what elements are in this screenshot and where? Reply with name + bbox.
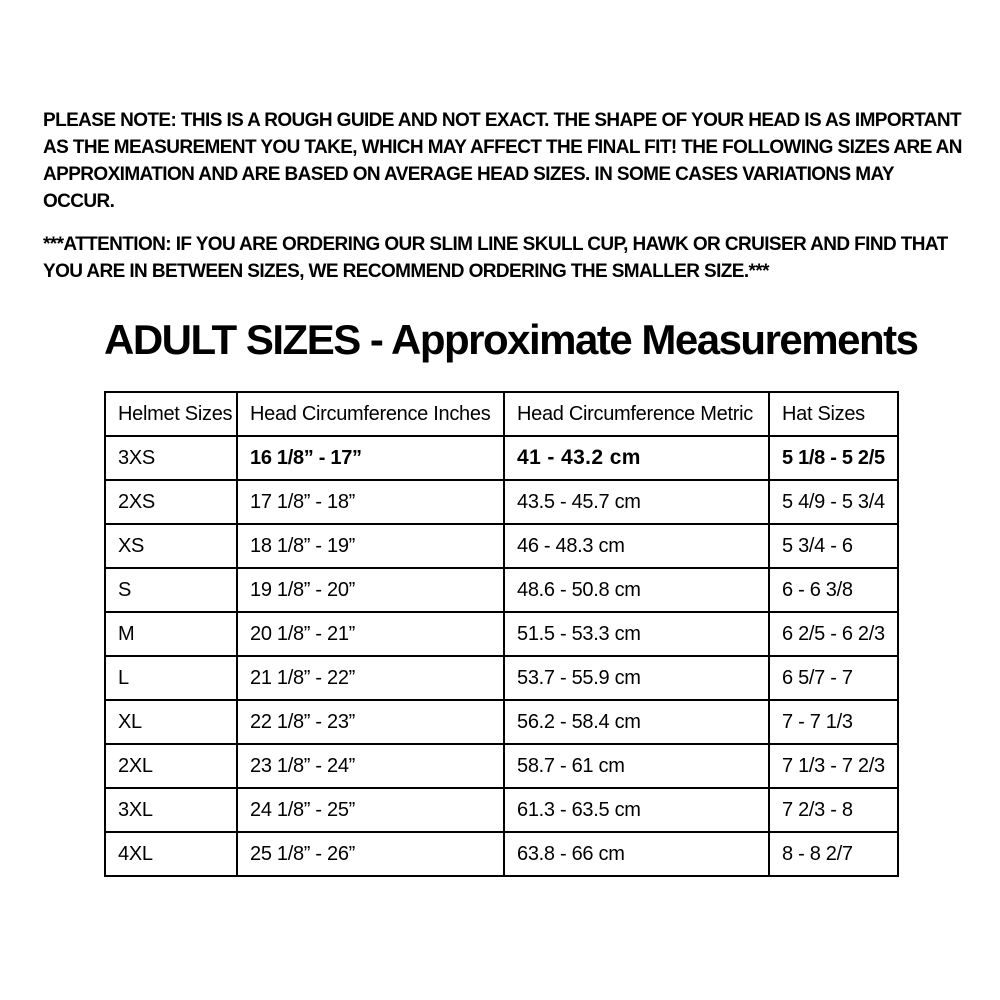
note-paragraph-attention: ***ATTENTION: IF YOU ARE ORDERING OUR SL… <box>43 234 948 282</box>
table-row: S 19 1/8” - 20” 48.6 - 50.8 cm 6 - 6 3/8 <box>104 567 899 613</box>
cell-metric: 41 - 43.2 cm <box>503 435 770 481</box>
table-header-row: Helmet Sizes Head Circumference Inches H… <box>104 391 899 437</box>
cell-size: L <box>104 655 238 701</box>
cell-inches: 21 1/8” - 22” <box>236 655 505 701</box>
table-row: XL 22 1/8” - 23” 56.2 - 58.4 cm 7 - 7 1/3 <box>104 699 899 745</box>
header-cell-circumference-inches: Head Circumference Inches <box>236 391 505 437</box>
table-row: XS 18 1/8” - 19” 46 - 48.3 cm 5 3/4 - 6 <box>104 523 899 569</box>
header-cell-circumference-metric: Head Circumference Metric <box>503 391 770 437</box>
cell-size: S <box>104 567 238 613</box>
cell-size: XS <box>104 523 238 569</box>
table-row: 2XS 17 1/8” - 18” 43.5 - 45.7 cm 5 4/9 - 5 … <box>104 479 899 525</box>
cell-inches: 17 1/8” - 18” <box>236 479 505 525</box>
cell-size: 3XL <box>104 787 238 833</box>
cell-inches: 22 1/8” - 23” <box>236 699 505 745</box>
cell-size: M <box>104 611 238 657</box>
table-row: 4XL 25 1/8” - 26” 63.8 - 66 cm 8 - 8 2/7 <box>104 831 899 877</box>
cell-hat: 7 2/3 - 8 <box>768 787 899 833</box>
cell-size: 3XS <box>104 435 238 481</box>
cell-metric: 43.5 - 45.7 cm <box>503 479 770 525</box>
note-paragraph-please-note: PLEASE NOTE: THIS IS A ROUGH GUIDE AND N… <box>43 110 963 212</box>
page-title: ADULT SIZES - Approximate Measurements <box>104 316 919 363</box>
table-row: 3XS 16 1/8” - 17” 41 - 43.2 cm 5 1/8 - 5 2/… <box>104 435 899 481</box>
cell-hat: 5 1/8 - 5 2/5 <box>768 435 899 481</box>
table-row: L 21 1/8” - 22” 53.7 - 55.9 cm 6 5/7 - 7 <box>104 655 899 701</box>
cell-inches: 25 1/8” - 26” <box>236 831 505 877</box>
cell-hat: 5 3/4 - 6 <box>768 523 899 569</box>
cell-metric: 56.2 - 58.4 cm <box>503 699 770 745</box>
cell-hat: 7 - 7 1/3 <box>768 699 899 745</box>
table-row: 2XL 23 1/8” - 24” 58.7 - 61 cm 7 1/3 - 7 2/… <box>104 743 899 789</box>
notes-section: PLEASE NOTE: THIS IS A ROUGH GUIDE AND N… <box>43 107 963 301</box>
cell-metric: 53.7 - 55.9 cm <box>503 655 770 701</box>
adult-sizes-table: Helmet Sizes Head Circumference Inches H… <box>104 391 899 877</box>
cell-size: XL <box>104 699 238 745</box>
cell-size: 4XL <box>104 831 238 877</box>
header-cell-hat-sizes: Hat Sizes <box>768 391 899 437</box>
header-cell-helmet-sizes: Helmet Sizes <box>104 391 238 437</box>
cell-hat: 6 2/5 - 6 2/3 <box>768 611 899 657</box>
cell-hat: 5 4/9 - 5 3/4 <box>768 479 899 525</box>
cell-inches: 16 1/8” - 17” <box>236 435 505 481</box>
cell-size: 2XL <box>104 743 238 789</box>
cell-inches: 19 1/8” - 20” <box>236 567 505 613</box>
cell-metric: 48.6 - 50.8 cm <box>503 567 770 613</box>
cell-inches: 24 1/8” - 25” <box>236 787 505 833</box>
cell-metric: 51.5 - 53.3 cm <box>503 611 770 657</box>
cell-metric: 46 - 48.3 cm <box>503 523 770 569</box>
cell-metric: 63.8 - 66 cm <box>503 831 770 877</box>
table-row: M 20 1/8” - 21” 51.5 - 53.3 cm 6 2/5 - 6 2/… <box>104 611 899 657</box>
cell-hat: 6 5/7 - 7 <box>768 655 899 701</box>
cell-hat: 6 - 6 3/8 <box>768 567 899 613</box>
cell-metric: 61.3 - 63.5 cm <box>503 787 770 833</box>
cell-inches: 20 1/8” - 21” <box>236 611 505 657</box>
table-header: Helmet Sizes Head Circumference Inches H… <box>104 391 899 437</box>
cell-metric: 58.7 - 61 cm <box>503 743 770 789</box>
size-table-body: 3XS 16 1/8” - 17” 41 - 43.2 cm 5 1/8 - 5 2/… <box>104 435 899 877</box>
table-row: 3XL 24 1/8” - 25” 61.3 - 63.5 cm 7 2/3 - 8 <box>104 787 899 833</box>
cell-hat: 7 1/3 - 7 2/3 <box>768 743 899 789</box>
cell-size: 2XS <box>104 479 238 525</box>
cell-inches: 18 1/8” - 19” <box>236 523 505 569</box>
cell-inches: 23 1/8” - 24” <box>236 743 505 789</box>
cell-hat: 8 - 8 2/7 <box>768 831 899 877</box>
